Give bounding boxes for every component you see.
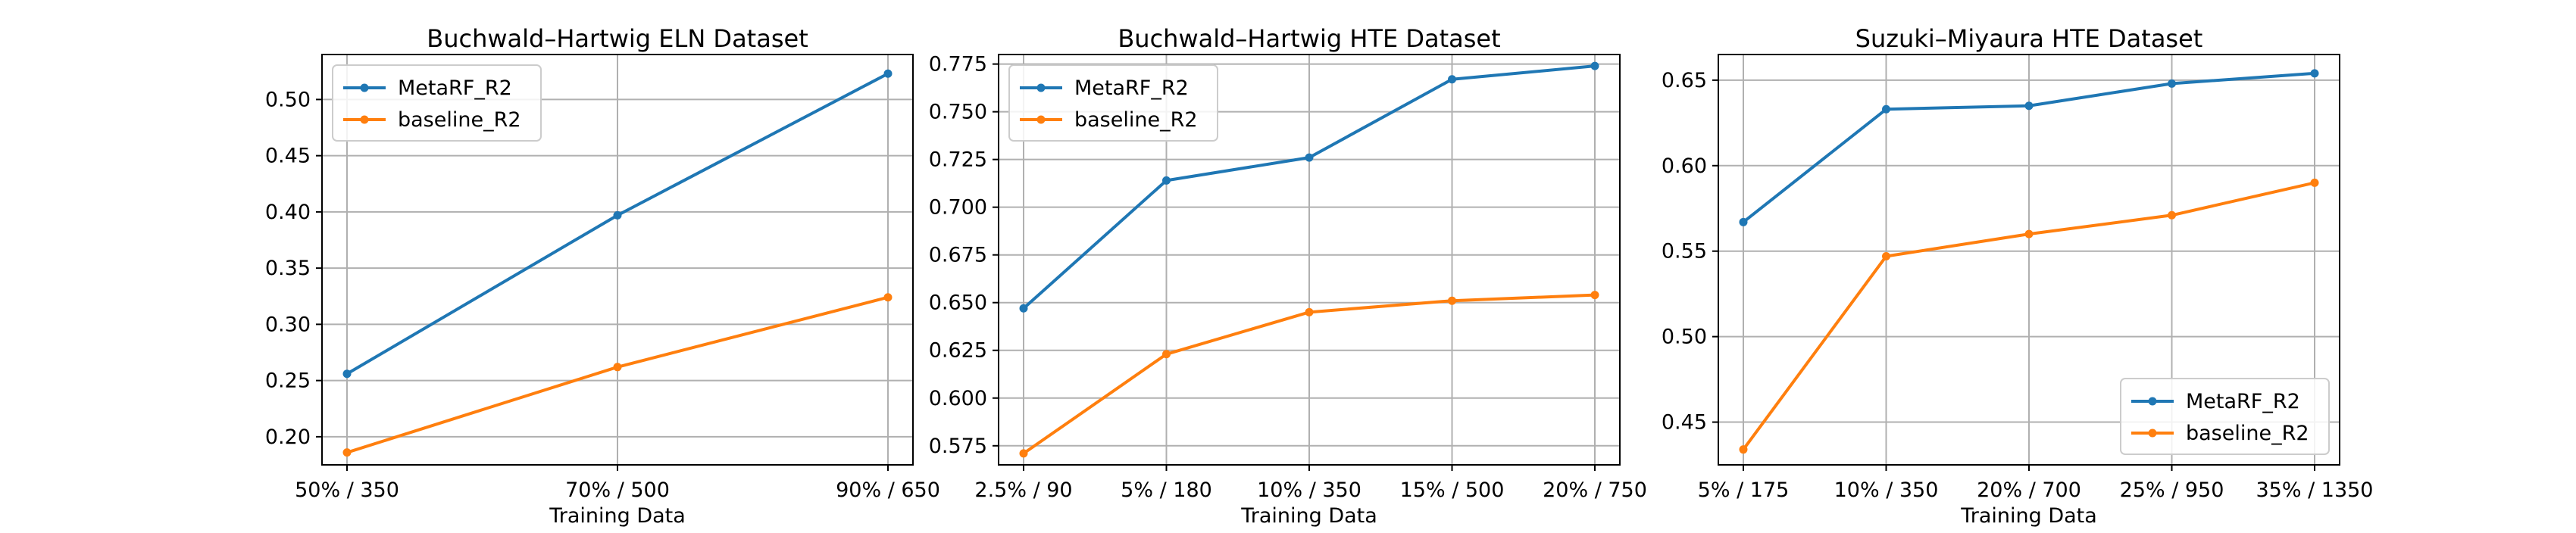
x-tick-label: 15% / 500: [1400, 478, 1505, 502]
x-tick-label: 35% / 1350: [2256, 478, 2374, 502]
y-tick-label: 0.35: [265, 257, 311, 280]
data-point-baseline_R2: [1882, 251, 1890, 260]
legend: MetaRF_R2 baseline_R2: [332, 64, 542, 142]
x-axis-label: Training Data: [1960, 504, 2097, 528]
y-tick-label: 0.600: [929, 387, 987, 410]
y-tick-label: 0.750: [929, 101, 987, 124]
legend-swatch-marker: [2148, 397, 2157, 406]
x-tick-label: 70% / 500: [565, 478, 670, 502]
y-tick-label: 0.775: [929, 53, 987, 76]
y-tick-label: 0.725: [929, 148, 987, 172]
legend-entry-MetaRF_R2: MetaRF_R2: [1074, 76, 1189, 100]
chart-title: Buchwald–Hartwig HTE Dataset: [1118, 24, 1500, 53]
x-tick-label: 50% / 350: [295, 478, 399, 502]
data-point-baseline_R2: [342, 448, 352, 457]
y-tick-label: 0.625: [929, 339, 987, 363]
legend-entry-baseline_R2: baseline_R2: [2186, 422, 2309, 445]
y-tick-label: 0.65: [1662, 69, 1707, 92]
y-tick-label: 0.45: [265, 145, 311, 168]
x-axis-label: Training Data: [1240, 504, 1377, 528]
legend-box: [1008, 64, 1218, 142]
legend-swatch-marker: [2148, 429, 2157, 438]
chart-panel-3: 5% / 175 10% / 350 20% / 700 25% / 950 35% /…: [1662, 24, 2374, 528]
data-point-baseline_R2: [1590, 291, 1599, 300]
legend-swatch-marker: [1036, 115, 1046, 124]
data-point-baseline_R2: [1162, 350, 1171, 359]
data-point-MetaRF_R2: [613, 210, 622, 220]
x-tick-label: 5% / 175: [1698, 478, 1790, 502]
data-point-MetaRF_R2: [1590, 61, 1599, 70]
chart-panel-1: 50% / 350 70% / 500 90% / 650 0.20 0.25 0.30 0…: [265, 24, 940, 528]
y-tick-label: 0.700: [929, 196, 987, 220]
chart-panel-2: 2.5% / 90 5% / 180 10% / 350 15% / 500 20% /…: [929, 24, 1647, 528]
data-point-baseline_R2: [1739, 445, 1748, 454]
x-tick-label: 20% / 750: [1543, 478, 1647, 502]
data-point-baseline_R2: [2168, 210, 2176, 220]
data-point-MetaRF_R2: [1448, 75, 1456, 84]
data-point-MetaRF_R2: [1739, 217, 1748, 226]
x-tick-label: 90% / 650: [836, 478, 940, 502]
data-point-baseline_R2: [883, 293, 893, 302]
chart-title: Suzuki–Miyaura HTE Dataset: [1855, 24, 2203, 53]
data-point-MetaRF_R2: [2168, 79, 2176, 88]
data-point-MetaRF_R2: [1305, 153, 1314, 162]
legend: MetaRF_R2 baseline_R2: [1008, 64, 1218, 142]
y-tick-label: 0.40: [265, 201, 311, 224]
x-tick-label: 10% / 350: [1834, 478, 1939, 502]
data-point-baseline_R2: [2310, 178, 2319, 187]
legend-entry-baseline_R2: baseline_R2: [1074, 108, 1198, 132]
data-point-MetaRF_R2: [883, 69, 893, 78]
legend-swatch-marker: [360, 83, 369, 92]
y-tick-label: 0.55: [1662, 240, 1707, 263]
data-point-MetaRF_R2: [1019, 304, 1028, 313]
x-tick-label: 2.5% / 90: [974, 478, 1072, 502]
x-tick-label: 5% / 180: [1121, 478, 1212, 502]
y-tick-label: 0.45: [1662, 411, 1707, 435]
legend: MetaRF_R2 baseline_R2: [2120, 378, 2330, 455]
data-point-baseline_R2: [1448, 296, 1456, 305]
x-tick-label: 25% / 950: [2120, 478, 2224, 502]
y-tick-label: 0.650: [929, 291, 987, 315]
x-tick-label: 20% / 700: [1977, 478, 2081, 502]
data-point-baseline_R2: [2024, 229, 2034, 238]
legend-box: [2120, 378, 2330, 455]
data-point-MetaRF_R2: [1882, 104, 1890, 114]
legend-swatch-marker: [360, 115, 369, 124]
y-tick-label: 0.30: [265, 313, 311, 336]
chart-title: Buchwald–Hartwig ELN Dataset: [427, 24, 808, 53]
legend-entry-MetaRF_R2: MetaRF_R2: [2186, 390, 2300, 413]
y-tick-label: 0.50: [1662, 326, 1707, 349]
y-tick-label: 0.50: [265, 88, 311, 111]
x-tick-label: 10% / 350: [1257, 478, 1361, 502]
data-point-MetaRF_R2: [1162, 176, 1171, 185]
data-point-baseline_R2: [1305, 307, 1314, 316]
data-point-MetaRF_R2: [2310, 69, 2319, 78]
y-tick-label: 0.575: [929, 435, 987, 458]
data-point-baseline_R2: [613, 363, 622, 372]
data-point-MetaRF_R2: [342, 369, 352, 379]
y-tick-label: 0.20: [265, 425, 311, 449]
legend-entry-MetaRF_R2: MetaRF_R2: [398, 76, 512, 100]
legend-box: [332, 64, 542, 142]
x-axis-label: Training Data: [549, 504, 686, 528]
data-point-MetaRF_R2: [2024, 101, 2034, 111]
legend-entry-baseline_R2: baseline_R2: [398, 108, 521, 132]
legend-swatch-marker: [1036, 83, 1046, 92]
y-tick-label: 0.60: [1662, 154, 1707, 178]
y-tick-label: 0.25: [265, 369, 311, 393]
data-point-baseline_R2: [1019, 449, 1028, 458]
y-tick-label: 0.675: [929, 244, 987, 267]
